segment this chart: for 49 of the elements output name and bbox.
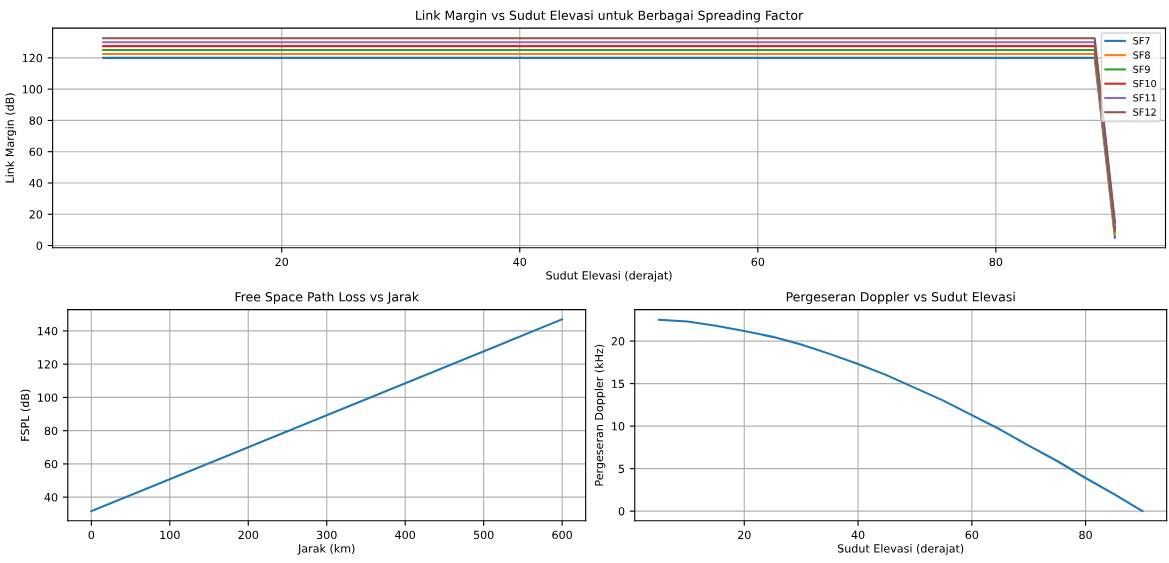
y-tick-label: 100 bbox=[22, 85, 43, 94]
chart-title: Pergeseran Doppler vs Sudut Elevasi bbox=[786, 291, 1015, 304]
line-series bbox=[657, 318, 1144, 513]
chart-title: Link Margin vs Sudut Elevasi untuk Berbagai Spreading Factor bbox=[416, 10, 804, 23]
legend-label: SF8 bbox=[1133, 51, 1150, 59]
y-tick-label: 40 bbox=[29, 178, 43, 188]
y-tick-label: 20 bbox=[29, 210, 43, 219]
x-tick-label: 80 bbox=[1079, 530, 1092, 540]
y-tick-label: 20 bbox=[611, 337, 625, 346]
y-axis-title: Pergeseran Doppler (kHz) bbox=[594, 344, 606, 486]
y-tick-label: 5 bbox=[618, 464, 625, 474]
y-tick-label: 120 bbox=[38, 360, 58, 369]
x-tick-label: 400 bbox=[395, 530, 416, 540]
y-tick-label: 140 bbox=[38, 326, 58, 336]
x-tick-label: 100 bbox=[160, 530, 180, 540]
x-axis-title: Sudut Elevasi (derajat) bbox=[546, 270, 672, 282]
legend-label: SF11 bbox=[1133, 94, 1156, 102]
y-tick-label: 100 bbox=[38, 393, 58, 402]
legend-label: SF9 bbox=[1133, 65, 1150, 73]
x-tick-label: 40 bbox=[851, 530, 865, 540]
legend-label: SF10 bbox=[1133, 79, 1157, 88]
y-axis-title: FSPL (dB) bbox=[20, 389, 31, 441]
x-tick-label: 600 bbox=[552, 530, 572, 540]
y-tick-label: 60 bbox=[29, 147, 43, 157]
y-tick-label: 0 bbox=[36, 241, 43, 250]
y-tick-label: 60 bbox=[44, 459, 58, 469]
x-tick-label: 300 bbox=[316, 530, 337, 540]
y-axis-title: Link Margin (dB) bbox=[5, 93, 17, 183]
x-tick-label: 20 bbox=[738, 530, 751, 540]
x-axis-title: Sudut Elevasi (derajat) bbox=[837, 544, 964, 555]
chart-title: Free Space Path Loss vs Jarak bbox=[235, 291, 420, 304]
x-tick-label: 60 bbox=[751, 257, 765, 267]
y-tick-label: 120 bbox=[22, 53, 43, 63]
x-tick-label: 500 bbox=[473, 530, 494, 540]
y-tick-label: 40 bbox=[44, 493, 58, 502]
x-tick-label: 20 bbox=[275, 257, 289, 267]
y-tick-label: 0 bbox=[618, 507, 625, 516]
x-tick-label: 80 bbox=[989, 257, 1003, 267]
x-axis-title: Jarak (km) bbox=[297, 544, 355, 555]
legend-label: SF7 bbox=[1133, 37, 1150, 45]
y-tick-label: 80 bbox=[29, 116, 43, 125]
y-tick-label: 15 bbox=[612, 379, 625, 388]
x-tick-label: 200 bbox=[238, 530, 259, 540]
x-tick-label: 40 bbox=[513, 257, 527, 267]
x-tick-label: 0 bbox=[88, 530, 95, 540]
y-tick-label: 80 bbox=[44, 426, 58, 436]
y-tick-label: 10 bbox=[612, 422, 625, 431]
x-tick-label: 60 bbox=[965, 530, 979, 540]
legend-label: SF12 bbox=[1133, 108, 1156, 116]
